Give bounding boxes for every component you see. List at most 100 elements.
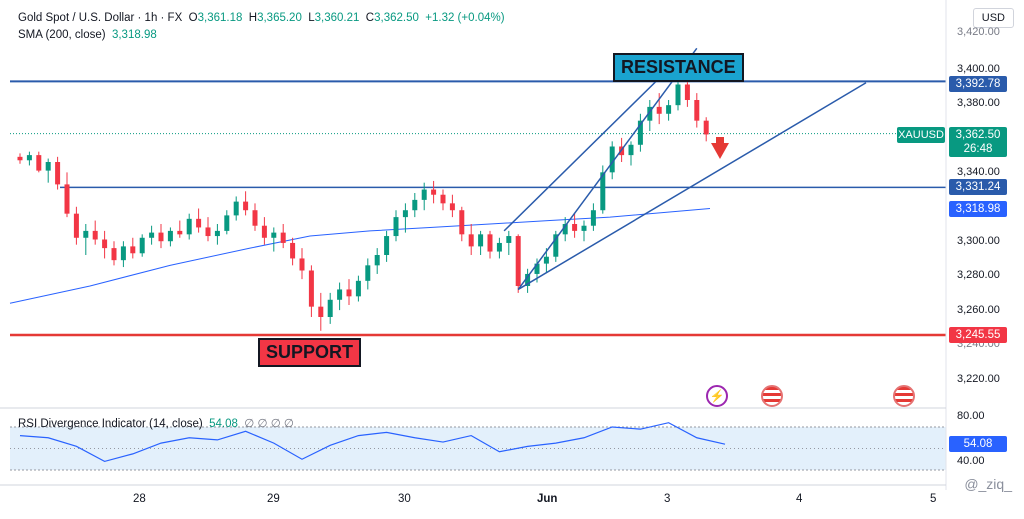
- candle-body: [64, 184, 70, 214]
- time-tick-30: 30: [398, 493, 411, 505]
- rsi-tick-40: 40.00: [957, 455, 985, 467]
- candle-body: [449, 203, 455, 211]
- candle-body: [431, 189, 437, 195]
- time-tick-29: 29: [267, 493, 280, 505]
- us-flag-icon[interactable]: [761, 385, 783, 407]
- candle-body: [402, 210, 408, 218]
- watermark: @_ziq_: [964, 476, 1012, 492]
- time-tick-3: 3: [664, 493, 671, 505]
- candle-body: [572, 224, 578, 231]
- candle-body: [534, 263, 540, 274]
- candle-body: [468, 234, 474, 247]
- candle-body: [111, 248, 117, 261]
- candle-body: [515, 236, 521, 286]
- price-tick-3400: 3,400.00: [957, 63, 1000, 75]
- candle-body: [694, 100, 700, 121]
- current-price: 3,362.50: [955, 129, 1001, 141]
- candle-body: [318, 306, 324, 317]
- candle-body: [102, 239, 108, 249]
- candle-body: [506, 236, 512, 243]
- horizontal-levels: [10, 80, 946, 337]
- candle-body: [581, 225, 587, 231]
- candle-body: [290, 242, 296, 259]
- channel-line: [517, 47, 698, 290]
- time-tick-28: 28: [133, 493, 146, 505]
- channel-line-upper: [503, 68, 670, 232]
- us-flag-icon[interactable]: [893, 385, 915, 407]
- currency-selector[interactable]: USD: [972, 8, 1014, 28]
- time-tick-5: 5: [930, 493, 937, 505]
- candle-body: [177, 230, 183, 235]
- candle-body: [525, 273, 531, 286]
- candle-body: [609, 146, 615, 173]
- candle-body: [73, 213, 79, 238]
- candle-body: [675, 84, 681, 106]
- candle-body: [55, 162, 61, 185]
- rsi-tick-80: 80.00: [957, 410, 985, 422]
- candle-body: [26, 155, 32, 161]
- sma-header: SMA (200, close) 3,318.98: [18, 29, 157, 41]
- candle-body: [327, 299, 333, 317]
- candle-body: [233, 201, 239, 216]
- candle-body: [590, 210, 596, 226]
- candle-body: [459, 210, 465, 235]
- candle-body: [130, 246, 136, 254]
- price-tick-3220: 3,220.00: [957, 373, 1000, 385]
- candle-body: [299, 258, 305, 271]
- sma-price-box: 3,318.98: [949, 201, 1007, 217]
- open-label: O: [188, 12, 198, 24]
- level-price-box: 3,331.24: [949, 179, 1007, 195]
- candle-body: [393, 217, 399, 237]
- rsi-null-values: ∅ ∅ ∅ ∅: [244, 418, 294, 430]
- candle-body: [337, 289, 343, 300]
- change-value: +1.32 (+0.04%): [425, 12, 505, 24]
- candle-body: [562, 224, 568, 235]
- candle-body: [120, 246, 126, 261]
- lightning-icon[interactable]: ⚡: [706, 385, 728, 407]
- candle-body: [92, 230, 98, 240]
- candle-body: [412, 199, 418, 211]
- price-tick-3280: 3,280.00: [957, 269, 1000, 281]
- time-tick-4: 4: [796, 493, 803, 505]
- candle-body: [158, 232, 164, 242]
- time-tick-jun: Jun: [537, 493, 558, 505]
- candle-body: [440, 194, 446, 204]
- down-arrow-stem: [716, 137, 724, 145]
- candle-body: [628, 144, 634, 156]
- rsi-panel: [10, 422, 946, 471]
- sma-label: SMA (200, close): [18, 29, 106, 41]
- candle-body: [684, 84, 690, 100]
- candle-body: [637, 120, 643, 145]
- candles: [17, 77, 709, 331]
- candle-body: [666, 105, 672, 114]
- candle-body: [36, 155, 42, 171]
- rsi-current-box: 54.08: [949, 436, 1007, 452]
- channel-line: [517, 82, 867, 291]
- rsi-value: 54.08: [209, 418, 238, 430]
- candle-body: [647, 106, 653, 121]
- candle-body: [355, 280, 361, 297]
- candle-body: [365, 265, 371, 281]
- bar-countdown: 26:48: [963, 143, 993, 155]
- candle-body: [280, 232, 286, 243]
- high-label: H: [248, 12, 258, 24]
- candle-body: [656, 106, 662, 114]
- current-ticker-label: XAUUSD: [897, 127, 945, 143]
- sma-value: 3,318.98: [111, 29, 157, 41]
- close-value: 3,362.50: [374, 12, 419, 24]
- resistance-price-box: 3,392.78: [949, 76, 1007, 92]
- candle-body: [421, 189, 427, 200]
- candle-body: [600, 172, 606, 211]
- price-tick-3260: 3,260.00: [957, 304, 1000, 316]
- candle-body: [478, 234, 484, 247]
- candle-body: [149, 232, 155, 238]
- candle-body: [83, 230, 89, 238]
- candle-body: [205, 227, 211, 237]
- candle-body: [167, 230, 173, 242]
- candle-body: [214, 230, 220, 237]
- resistance-callout: RESISTANCE: [613, 53, 744, 82]
- candle-body: [374, 255, 380, 266]
- candle-body: [252, 210, 258, 226]
- candle-body: [196, 218, 202, 228]
